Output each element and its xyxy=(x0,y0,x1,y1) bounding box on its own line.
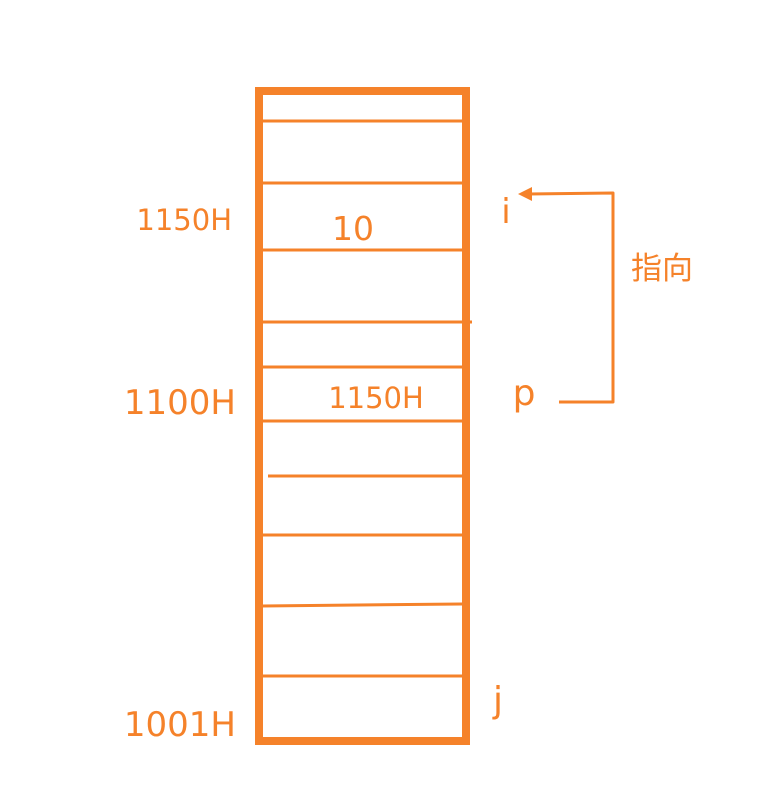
cell-value-10: 10 xyxy=(332,209,374,248)
address-label-1150h: 1150H xyxy=(136,203,232,237)
points-to-label: 指向 xyxy=(631,251,693,287)
cell-divider xyxy=(261,602,463,608)
pointer-connector xyxy=(527,191,615,404)
arrow-head-icon xyxy=(518,187,532,201)
cell-value-1150h: 1150H xyxy=(328,381,424,415)
memory-block-frame xyxy=(255,87,470,745)
address-label-1100h: 1100H xyxy=(124,383,236,423)
variable-i: i xyxy=(501,192,510,232)
variable-j: j xyxy=(492,680,503,721)
address-label-1001h: 1001H xyxy=(124,705,236,745)
variable-p: p xyxy=(513,373,536,414)
